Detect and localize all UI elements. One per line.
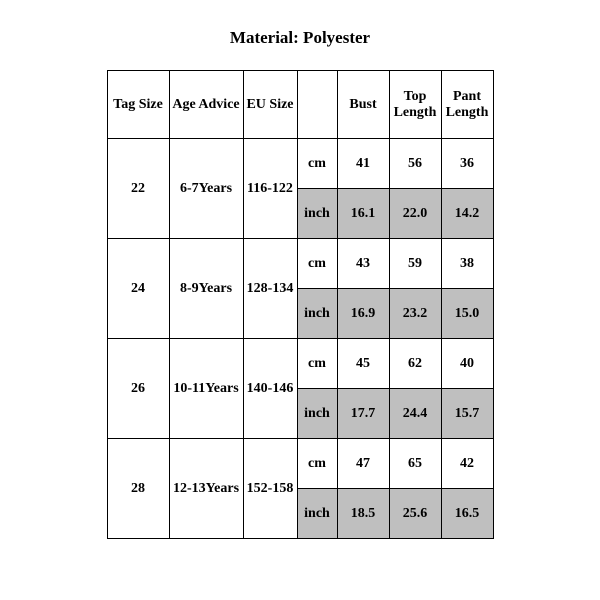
size-chart-body: 22 6-7Years 116-122 cm 41 56 36 inch 16.… <box>107 139 493 539</box>
cell-top: 23.2 <box>389 289 441 339</box>
cell-top: 22.0 <box>389 189 441 239</box>
cell-unit: inch <box>297 389 337 439</box>
cell-bust: 17.7 <box>337 389 389 439</box>
cell-age: 6-7Years <box>169 139 243 239</box>
cell-unit: cm <box>297 239 337 289</box>
cell-bust: 45 <box>337 339 389 389</box>
cell-pant: 16.5 <box>441 489 493 539</box>
col-bust: Bust <box>337 71 389 139</box>
cell-eu: 116-122 <box>243 139 297 239</box>
cell-top: 24.4 <box>389 389 441 439</box>
cell-age: 12-13Years <box>169 439 243 539</box>
col-age-advice: Age Advice <box>169 71 243 139</box>
size-chart-table: Tag Size Age Advice EU Size Bust Top Len… <box>107 70 494 539</box>
cell-top: 59 <box>389 239 441 289</box>
cell-top: 56 <box>389 139 441 189</box>
cell-bust: 16.1 <box>337 189 389 239</box>
cell-top: 25.6 <box>389 489 441 539</box>
cell-tag: 24 <box>107 239 169 339</box>
col-top-length: Top Length <box>389 71 441 139</box>
cell-unit: inch <box>297 289 337 339</box>
cell-bust: 16.9 <box>337 289 389 339</box>
cell-pant: 36 <box>441 139 493 189</box>
cell-eu: 152-158 <box>243 439 297 539</box>
cell-unit: cm <box>297 339 337 389</box>
cell-top: 62 <box>389 339 441 389</box>
cell-unit: cm <box>297 139 337 189</box>
cell-unit: inch <box>297 489 337 539</box>
cell-pant: 14.2 <box>441 189 493 239</box>
header-row: Tag Size Age Advice EU Size Bust Top Len… <box>107 71 493 139</box>
page-title: Material: Polyester <box>0 0 600 70</box>
cell-top: 65 <box>389 439 441 489</box>
cell-bust: 18.5 <box>337 489 389 539</box>
cell-unit: cm <box>297 439 337 489</box>
col-unit <box>297 71 337 139</box>
cell-pant: 15.0 <box>441 289 493 339</box>
cell-tag: 28 <box>107 439 169 539</box>
cell-tag: 22 <box>107 139 169 239</box>
col-eu-size: EU Size <box>243 71 297 139</box>
table-row: 28 12-13Years 152-158 cm 47 65 42 <box>107 439 493 489</box>
cell-eu: 128-134 <box>243 239 297 339</box>
col-pant-length: Pant Length <box>441 71 493 139</box>
cell-bust: 43 <box>337 239 389 289</box>
cell-bust: 47 <box>337 439 389 489</box>
table-row: 24 8-9Years 128-134 cm 43 59 38 <box>107 239 493 289</box>
col-tag-size: Tag Size <box>107 71 169 139</box>
cell-pant: 42 <box>441 439 493 489</box>
table-row: 26 10-11Years 140-146 cm 45 62 40 <box>107 339 493 389</box>
cell-eu: 140-146 <box>243 339 297 439</box>
cell-age: 8-9Years <box>169 239 243 339</box>
table-row: 22 6-7Years 116-122 cm 41 56 36 <box>107 139 493 189</box>
cell-bust: 41 <box>337 139 389 189</box>
cell-pant: 40 <box>441 339 493 389</box>
cell-unit: inch <box>297 189 337 239</box>
cell-pant: 38 <box>441 239 493 289</box>
cell-age: 10-11Years <box>169 339 243 439</box>
cell-tag: 26 <box>107 339 169 439</box>
cell-pant: 15.7 <box>441 389 493 439</box>
